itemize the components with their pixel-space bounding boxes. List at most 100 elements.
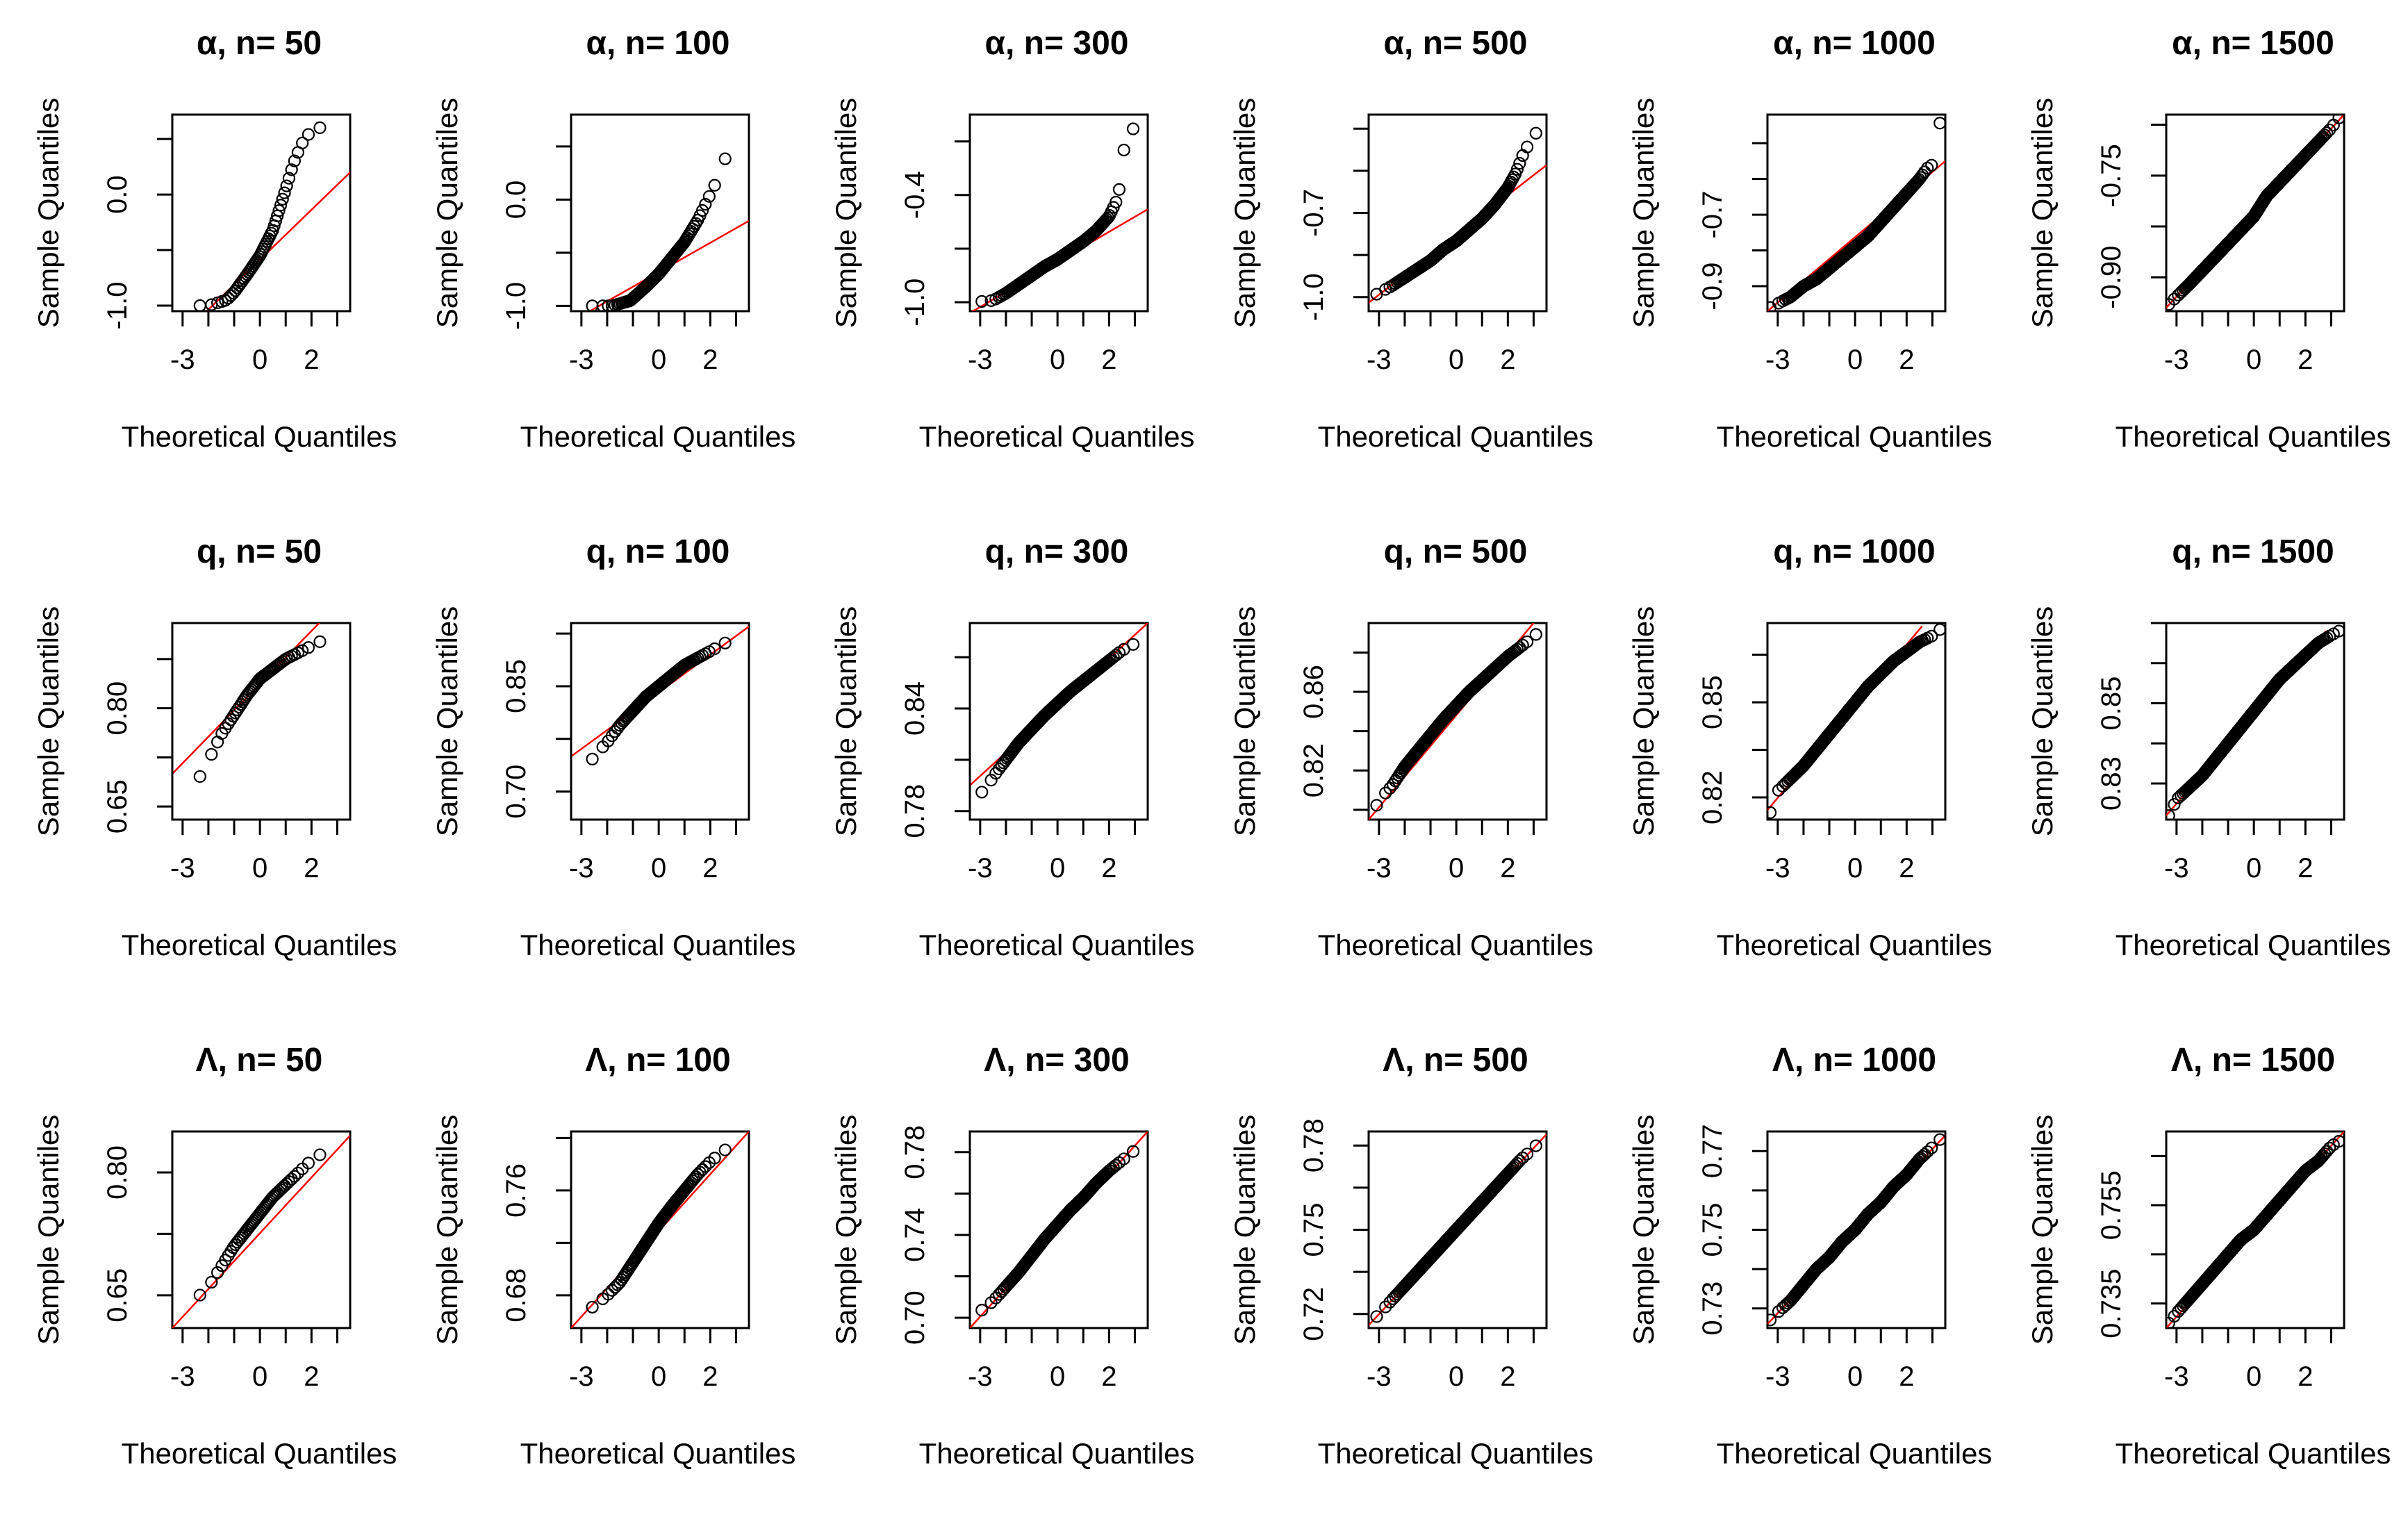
sample-point (296, 136, 309, 149)
x-tick-label: -3 (569, 345, 594, 375)
y-axis-label: Sample Quantiles (830, 606, 862, 837)
sample-point (2332, 115, 2344, 124)
y-axis-label: Sample Quantiles (1228, 98, 1261, 329)
x-tick-label: -3 (569, 853, 594, 884)
x-tick-label: 2 (304, 853, 319, 884)
x-tick-label: 0 (651, 345, 666, 375)
x-tick-label: -3 (2164, 345, 2189, 375)
sample-point (1925, 158, 1938, 172)
y-axis-label: Sample Quantiles (2026, 98, 2059, 329)
panel-title: q, n= 50 (197, 533, 322, 570)
sample-point (2314, 133, 2327, 147)
x-tick-label: 2 (1101, 345, 1116, 375)
sample-point (1126, 638, 1140, 651)
x-tick-label: -3 (170, 853, 195, 884)
plot-data (193, 121, 350, 311)
sample-point (296, 644, 309, 657)
y-tick-label: 0.0 (501, 181, 531, 219)
sample-point (1520, 140, 1534, 154)
x-tick-label: 2 (304, 345, 319, 375)
y-axis-label: Sample Quantiles (1228, 606, 1261, 837)
sample-point (1529, 126, 1542, 140)
panel-title: q, n= 500 (1384, 533, 1528, 570)
plot-frame (968, 113, 1149, 313)
sample-point (193, 299, 206, 311)
y-tick-label: 0.84 (900, 681, 930, 736)
sample-point (1112, 183, 1126, 196)
sample-point (274, 199, 288, 212)
sample-point (1110, 195, 1123, 209)
plot-data (571, 626, 749, 765)
sample-point (1772, 783, 1786, 797)
sample-point (278, 186, 291, 199)
plot-data (1369, 623, 1542, 820)
x-axis-label: Theoretical Quantiles (122, 929, 397, 961)
x-tick-label: -3 (968, 345, 993, 375)
plot-data (1767, 117, 1945, 311)
sample-point (1117, 143, 1130, 157)
sample-point (2320, 126, 2334, 140)
plot-frame (171, 113, 352, 313)
x-tick-label: 2 (702, 345, 718, 375)
sample-point (211, 736, 224, 749)
sample-point (2168, 292, 2181, 306)
plot-frame (1766, 622, 1947, 821)
y-tick-label: -1.0 (102, 282, 133, 330)
x-tick-label: -3 (968, 853, 993, 884)
plot-frame (171, 622, 352, 821)
sample-point (1101, 211, 1114, 224)
panel-title: q, n= 300 (985, 533, 1129, 570)
y-axis-label: Sample Quantiles (32, 606, 65, 837)
y-tick-label: -0.75 (2096, 144, 2127, 207)
panel-title: α, n= 500 (1384, 25, 1528, 62)
x-tick-label: 0 (1449, 853, 1464, 884)
y-tick-label: 0.0 (102, 175, 133, 214)
sample-point (1918, 165, 1931, 179)
plot-frame (570, 113, 750, 313)
panel-title: α, n= 1000 (1773, 25, 1936, 62)
x-tick-label: 0 (1050, 345, 1065, 375)
x-tick-label: -3 (170, 345, 195, 375)
x-axis-label: Theoretical Quantiles (919, 420, 1195, 453)
sample-point (285, 163, 298, 176)
x-tick-label: 2 (702, 853, 718, 884)
x-tick-label: 0 (1847, 345, 1863, 375)
y-axis-label: Sample Quantiles (431, 98, 463, 329)
y-tick-label: -1.0 (900, 279, 930, 326)
sample-point (718, 152, 732, 165)
sample-point (1933, 117, 1945, 130)
x-axis-label: Theoretical Quantiles (919, 929, 1195, 961)
panel-title: q, n= 100 (586, 533, 730, 570)
x-axis-label: Theoretical Quantiles (1717, 420, 1993, 453)
sample-point (282, 172, 296, 185)
sample-point (313, 121, 327, 135)
sample-point (718, 636, 732, 649)
sample-point (302, 641, 315, 654)
x-axis-label: Theoretical Quantiles (2116, 420, 2391, 453)
y-tick-label: -0.7 (1298, 189, 1329, 237)
sample-point (708, 179, 721, 192)
y-tick-label: -0.90 (2096, 246, 2127, 309)
sample-point (695, 204, 709, 217)
x-tick-label: 0 (2246, 345, 2261, 375)
y-tick-label: 0.78 (900, 784, 930, 838)
plot-data (1767, 623, 1945, 819)
sample-point (702, 190, 716, 203)
plot-data (970, 623, 1148, 799)
sample-point (226, 710, 240, 723)
plot-data (2166, 115, 2344, 311)
sample-point (1370, 799, 1383, 812)
sample-point (302, 128, 315, 141)
sample-point (205, 748, 218, 761)
sample-point (1529, 628, 1542, 641)
panel-title: α, n= 100 (586, 25, 730, 62)
